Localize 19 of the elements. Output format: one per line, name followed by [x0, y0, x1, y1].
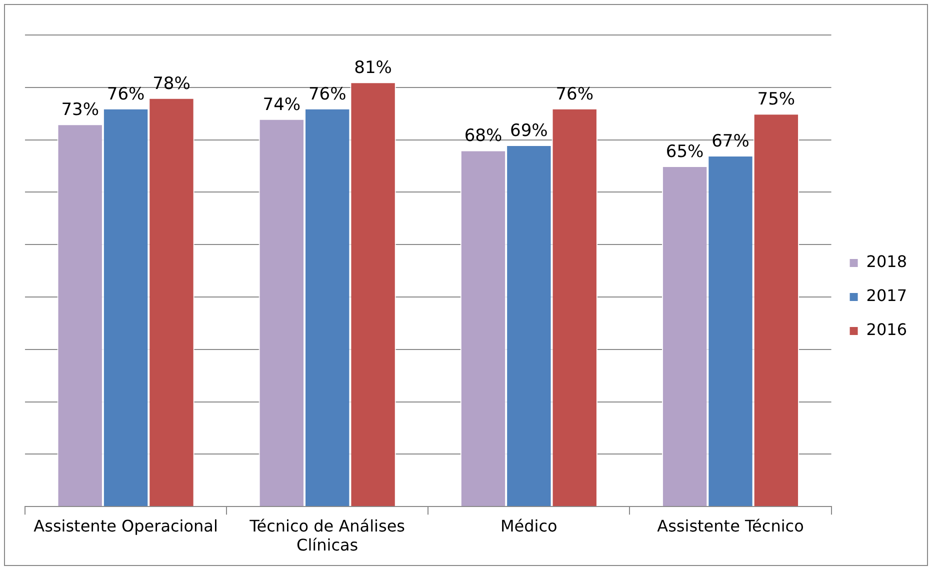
- data-label: 75%: [757, 90, 796, 110]
- data-label: 78%: [152, 74, 190, 94]
- data-label: 65%: [666, 142, 704, 162]
- data-label: 76%: [308, 84, 346, 104]
- data-label: 76%: [556, 84, 594, 104]
- x-tick-label: Médico: [500, 516, 558, 536]
- legend-label: 2017: [866, 286, 907, 306]
- data-label: 67%: [712, 131, 750, 152]
- data-label: 76%: [106, 84, 145, 104]
- legend-label: 2016: [866, 320, 907, 340]
- legend-label: 2018: [866, 252, 907, 272]
- x-tick-label: Assistente Técnico: [657, 516, 804, 536]
- data-label: 81%: [354, 58, 392, 78]
- x-tick-label: Técnico de Análises Clínicas: [248, 516, 406, 555]
- data-label: 74%: [262, 94, 301, 115]
- x-tick-label: Assistente Operacional: [34, 516, 218, 536]
- data-label: 69%: [510, 120, 548, 141]
- data-label: 73%: [61, 100, 99, 120]
- data-label: 68%: [464, 126, 502, 146]
